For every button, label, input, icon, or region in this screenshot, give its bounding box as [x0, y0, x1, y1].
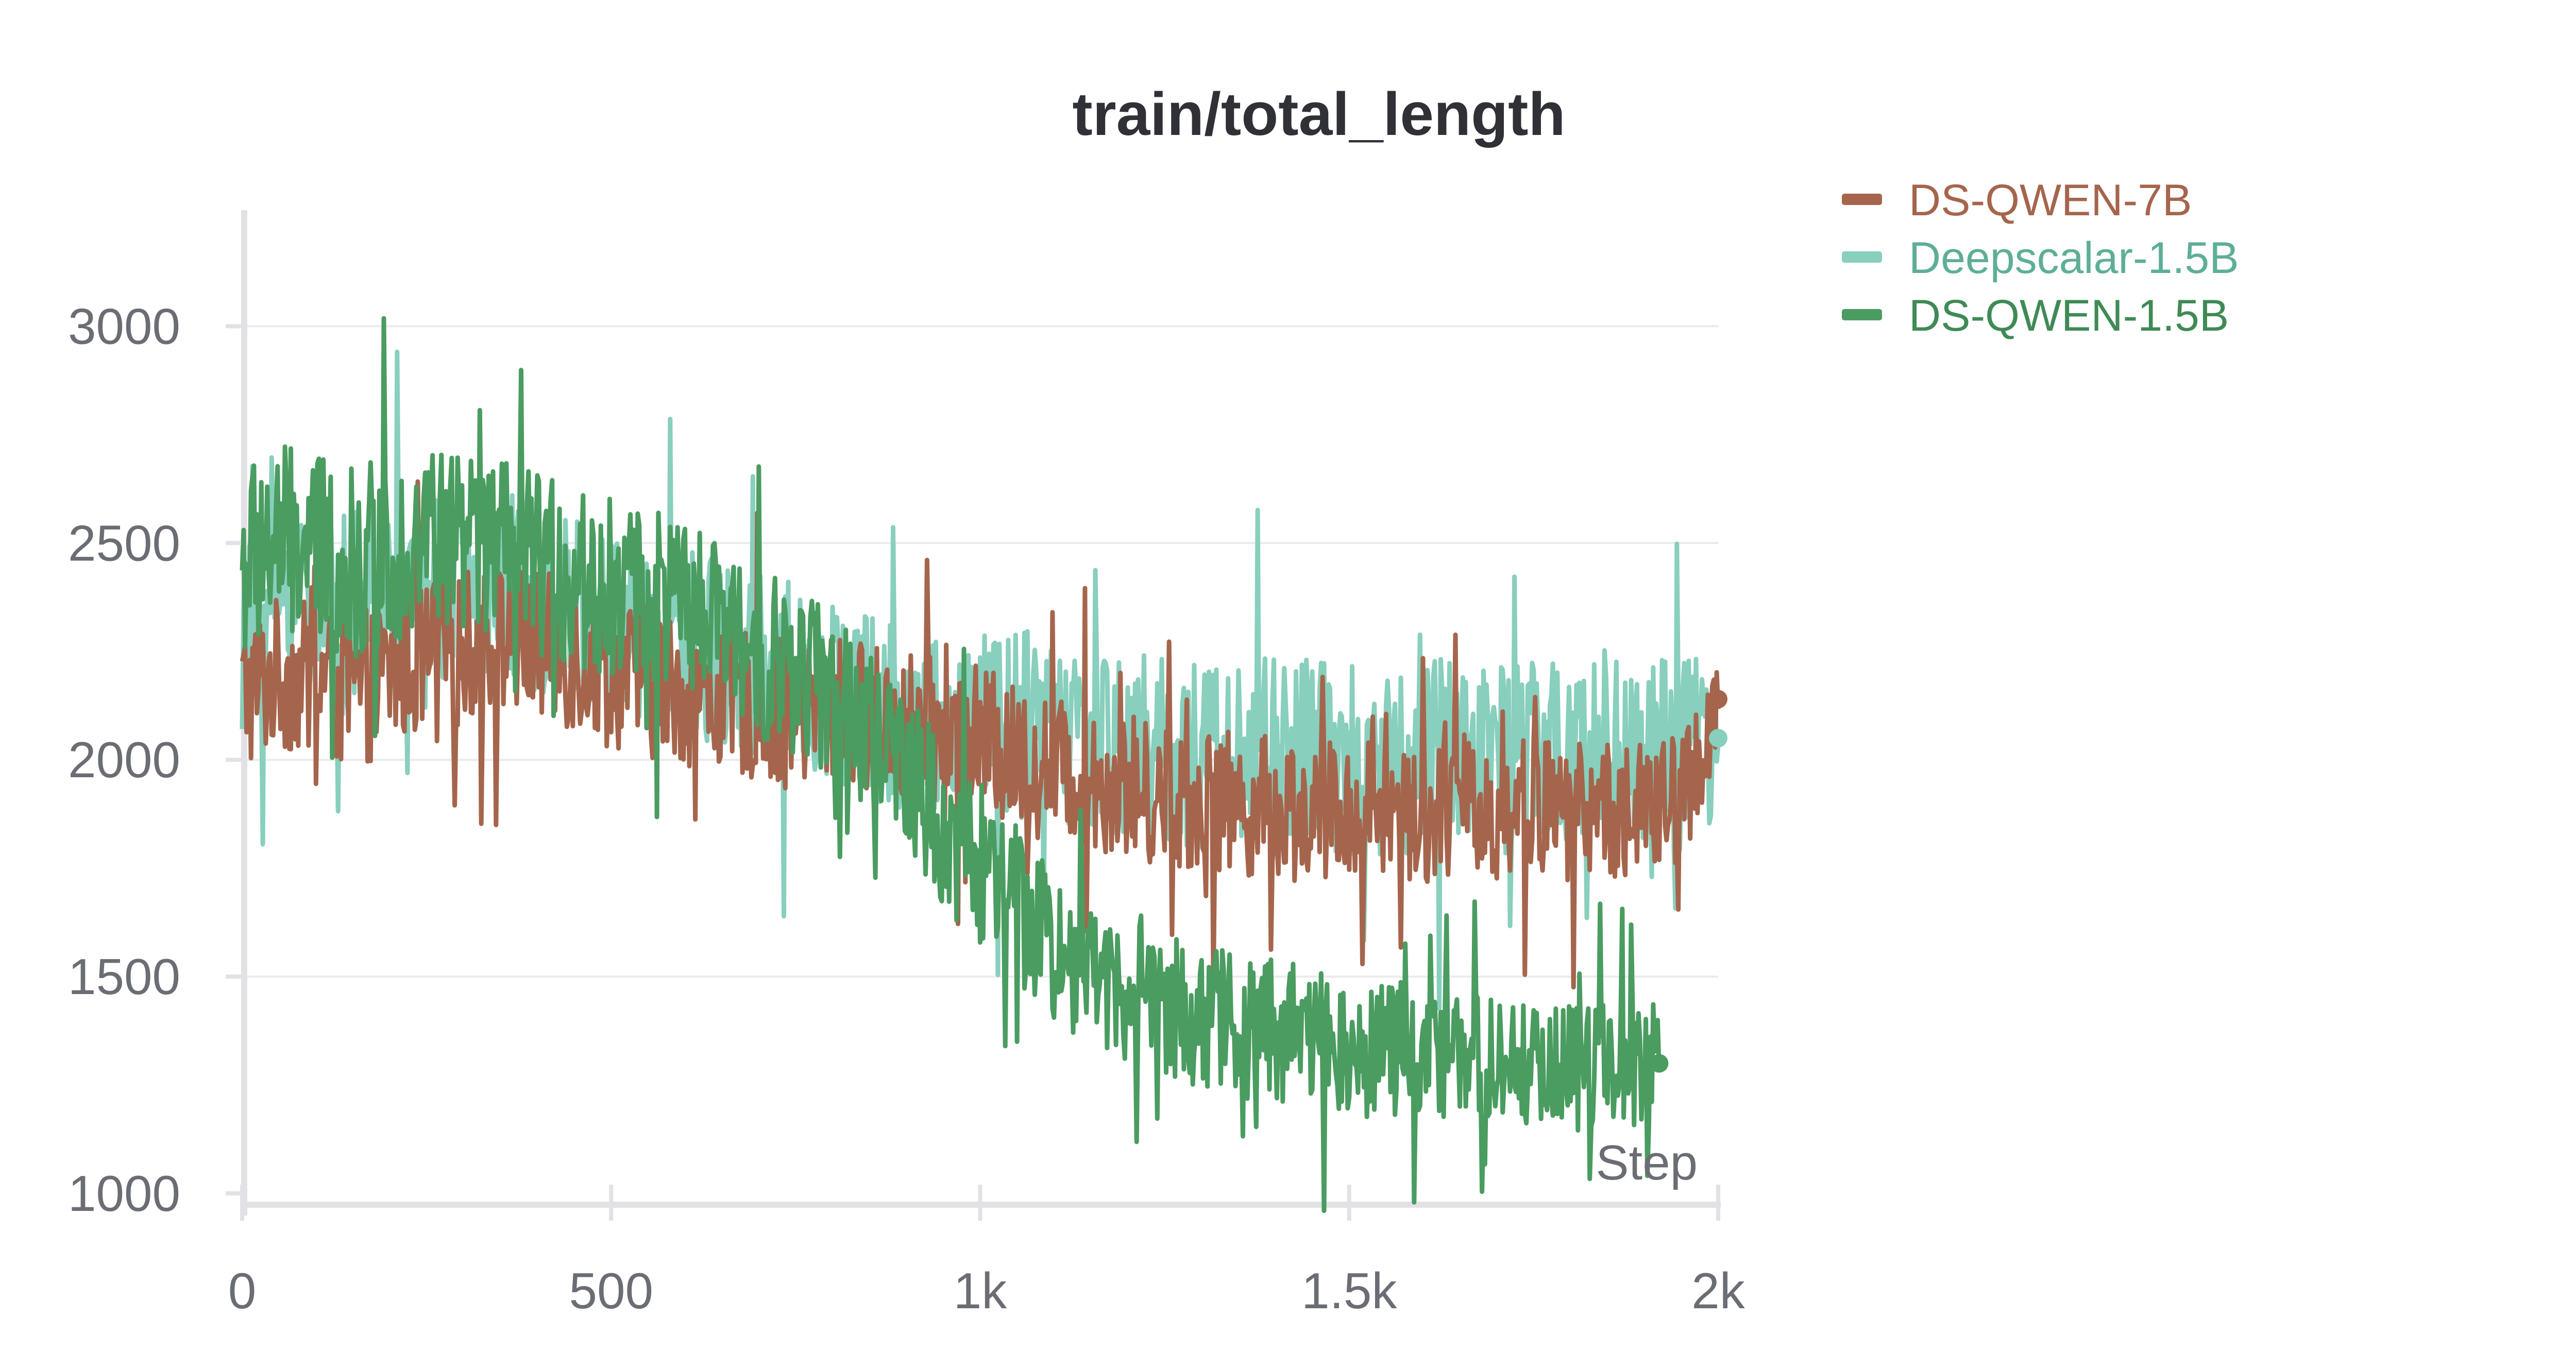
series-line-ds-qwen-1-5b — [240, 316, 1662, 1213]
y-tick-label: 1000 — [68, 1165, 180, 1222]
legend-item[interactable]: DS-QWEN-1.5B — [1842, 291, 2229, 340]
legend-label: DS-QWEN-1.5B — [1909, 291, 2229, 340]
series-line-ds-qwen-7b — [240, 463, 1721, 990]
series-endpoint-deepscalar-1-5b — [1709, 729, 1727, 748]
legend-swatch — [1842, 194, 1882, 205]
series-endpoints — [1650, 690, 1727, 1073]
x-tick-label: 1k — [954, 1262, 1008, 1319]
legend-swatch — [1842, 309, 1882, 320]
x-tick-label: 0 — [228, 1262, 257, 1319]
y-tick-label: 2000 — [68, 731, 180, 788]
series-endpoint-ds-qwen-1-5b — [1650, 1054, 1669, 1073]
x-axis-ticks: 0 500 1k 1.5k 2k — [228, 1185, 1745, 1319]
series-endpoint-ds-qwen-7b — [1709, 690, 1727, 709]
chart-title: train/total_length — [1072, 80, 1565, 148]
x-tick-label: 500 — [569, 1262, 653, 1319]
y-tick-label: 2500 — [68, 515, 180, 571]
legend-label: DS-QWEN-7B — [1909, 176, 2192, 225]
x-tick-label: 1.5k — [1301, 1262, 1397, 1319]
legend-item[interactable]: Deepscalar-1.5B — [1842, 233, 2239, 283]
legend-label: Deepscalar-1.5B — [1909, 233, 2239, 283]
series-layer — [240, 316, 1721, 1213]
y-tick-label: 1500 — [68, 948, 180, 1005]
y-tick-label: 3000 — [68, 298, 180, 354]
legend-item[interactable]: DS-QWEN-7B — [1842, 176, 2192, 225]
legend[interactable]: DS-QWEN-7B Deepscalar-1.5B DS-QWEN-1.5B — [1842, 176, 2239, 340]
y-axis-ticks: 1000 1500 2000 2500 3000 — [68, 298, 241, 1222]
legend-swatch — [1842, 251, 1882, 263]
x-axis-label: Step — [1596, 1135, 1698, 1190]
x-tick-label: 2k — [1691, 1262, 1745, 1319]
